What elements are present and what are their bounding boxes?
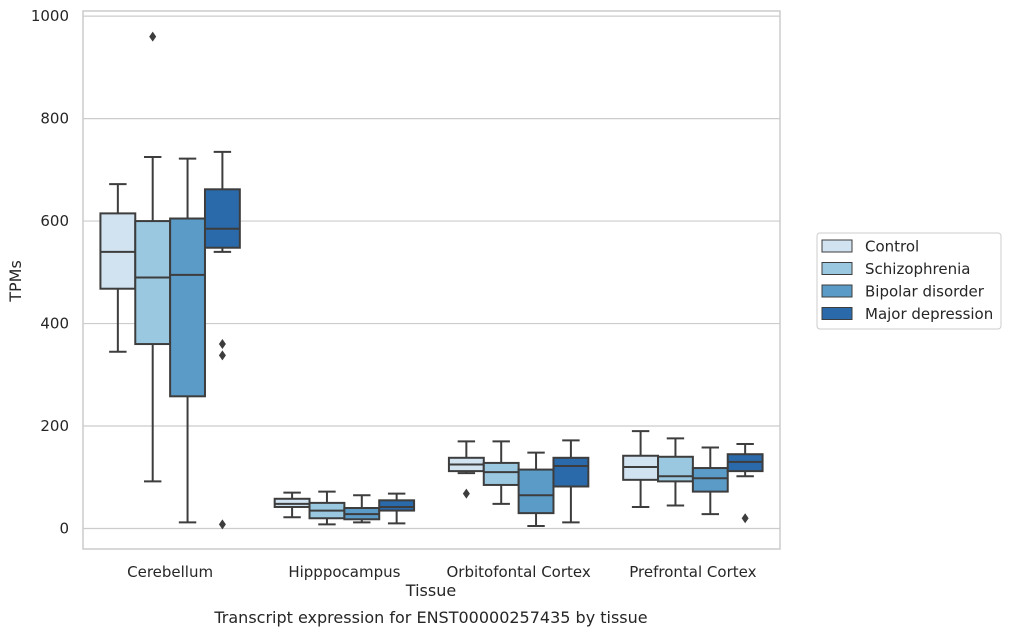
y-tick-label: 1000 [31, 7, 69, 25]
x-tick-label: Orbitofontal Cortex [447, 563, 591, 581]
box-major-depression-3 [726, 442, 764, 524]
iqr-box [273, 497, 311, 508]
y-tick-label: 200 [40, 417, 69, 435]
legend-frame [816, 232, 1002, 330]
outlier-point [218, 350, 226, 361]
box-bipolar-disorder-3 [691, 446, 729, 516]
iqr-box [517, 468, 555, 515]
iqr-box [134, 220, 172, 346]
legend: Control Schizophrenia Bipolar disorder Majo… [816, 232, 1002, 330]
legend-label: Major depression [865, 305, 993, 323]
box-control-1 [273, 491, 311, 519]
y-tick-label: 0 [59, 520, 69, 538]
box-groups [99, 31, 764, 530]
iqr-box [203, 188, 241, 249]
box-bipolar-disorder-0 [169, 157, 206, 524]
box-schizophrenia-3 [657, 437, 694, 507]
outlier-point [741, 513, 749, 524]
y-tick-labels: 0 200 400 600 800 1000 [31, 7, 69, 537]
box-major-depression-1 [378, 492, 416, 525]
x-tick-label: Cerebellum [127, 563, 213, 581]
box-bipolar-disorder-1 [343, 494, 381, 524]
legend-swatch [821, 307, 853, 320]
box-major-depression-0 [203, 150, 241, 530]
y-axis-label: TPMs [6, 260, 25, 303]
plot-frame [82, 10, 781, 550]
x-tick-labels: Cerebellum Hipppocampus Orbitofontal Corte… [127, 563, 756, 581]
box-schizophrenia-2 [482, 440, 520, 505]
y-tick-label: 800 [40, 110, 69, 128]
outlier-point [218, 339, 226, 350]
iqr-box [482, 461, 520, 486]
iqr-box [378, 499, 416, 512]
y-tick-label: 400 [40, 315, 69, 333]
box-bipolar-disorder-2 [517, 451, 555, 527]
legend-swatch [821, 262, 853, 275]
iqr-box [552, 456, 590, 488]
legend-label: Control [865, 238, 919, 256]
x-tick-label: Prefrontal Cortex [629, 563, 756, 581]
legend-swatch [821, 239, 853, 253]
iqr-box [657, 455, 694, 483]
iqr-box [691, 467, 729, 493]
y-tick-label: 600 [40, 212, 69, 230]
box-control-0 [99, 183, 137, 353]
chart-caption: Transcript expression for ENST0000025743… [213, 608, 647, 627]
legend-swatch [821, 284, 853, 298]
iqr-box [169, 217, 206, 398]
legend-label: Bipolar disorder [865, 283, 985, 301]
box-control-3 [622, 430, 660, 508]
x-axis-label: Tissue [405, 581, 456, 600]
box-schizophrenia-0 [134, 31, 172, 483]
box-control-2 [447, 440, 485, 499]
outlier-point [149, 31, 157, 42]
legend-label: Schizophrenia [865, 260, 970, 278]
outlier-point [462, 488, 470, 499]
box-schizophrenia-1 [308, 490, 346, 526]
box-major-depression-2 [552, 439, 590, 524]
x-tick-label: Hipppocampus [288, 563, 400, 581]
outlier-point [218, 519, 226, 530]
